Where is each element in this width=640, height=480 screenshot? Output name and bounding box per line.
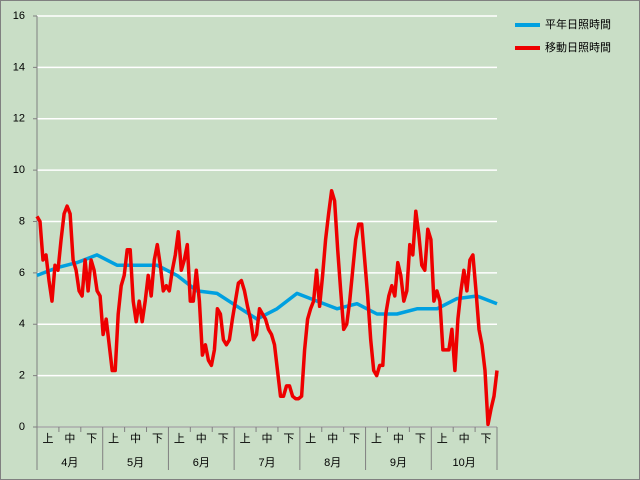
x-tick-label: 下 — [218, 433, 229, 445]
x-group-label: 7月 — [258, 457, 275, 469]
x-tick-label: 中 — [130, 432, 141, 445]
x-tick-label: 上 — [42, 432, 53, 445]
series-line — [35, 188, 499, 427]
x-tick-label: 下 — [86, 433, 97, 445]
x-tick-label: 上 — [240, 432, 251, 445]
x-tick-label: 中 — [196, 432, 207, 445]
x-tick-label: 上 — [305, 432, 316, 445]
legend-label: 平年日照時間 — [545, 17, 611, 31]
x-tick-label: 中 — [64, 432, 75, 445]
y-tick-label: 14 — [13, 61, 25, 73]
x-tick-label: 中 — [459, 432, 470, 445]
x-tick-label: 中 — [262, 432, 273, 445]
y-tick-label: 8 — [19, 215, 25, 227]
x-group-label: 4月 — [61, 457, 78, 469]
y-tick-label: 4 — [19, 318, 25, 330]
x-tick-label: 下 — [283, 433, 294, 445]
y-tick-label: 10 — [13, 164, 25, 176]
x-tick-label: 下 — [152, 433, 163, 445]
y-tick-label: 6 — [19, 267, 25, 279]
series-line — [36, 253, 498, 321]
x-group-label: 10月 — [453, 457, 476, 469]
y-tick-label: 12 — [13, 113, 25, 125]
y-tick-label: 16 — [13, 10, 25, 22]
x-tick-label: 上 — [437, 432, 448, 445]
x-group-label: 9月 — [390, 457, 407, 469]
legend-label: 移動日照時間 — [545, 40, 611, 54]
x-tick-label: 上 — [371, 432, 382, 445]
y-tick-label: 0 — [19, 421, 25, 433]
x-tick-label: 中 — [393, 432, 404, 445]
x-tick-label: 上 — [174, 432, 185, 445]
x-tick-label: 上 — [108, 432, 119, 445]
x-group-label: 8月 — [324, 457, 341, 469]
x-tick-label: 下 — [415, 433, 426, 445]
x-tick-label: 下 — [349, 433, 360, 445]
x-group-label: 6月 — [193, 457, 210, 469]
x-group-label: 5月 — [127, 457, 144, 469]
y-tick-label: 2 — [19, 370, 25, 382]
x-tick-label: 中 — [327, 432, 338, 445]
x-tick-label: 下 — [481, 433, 492, 445]
